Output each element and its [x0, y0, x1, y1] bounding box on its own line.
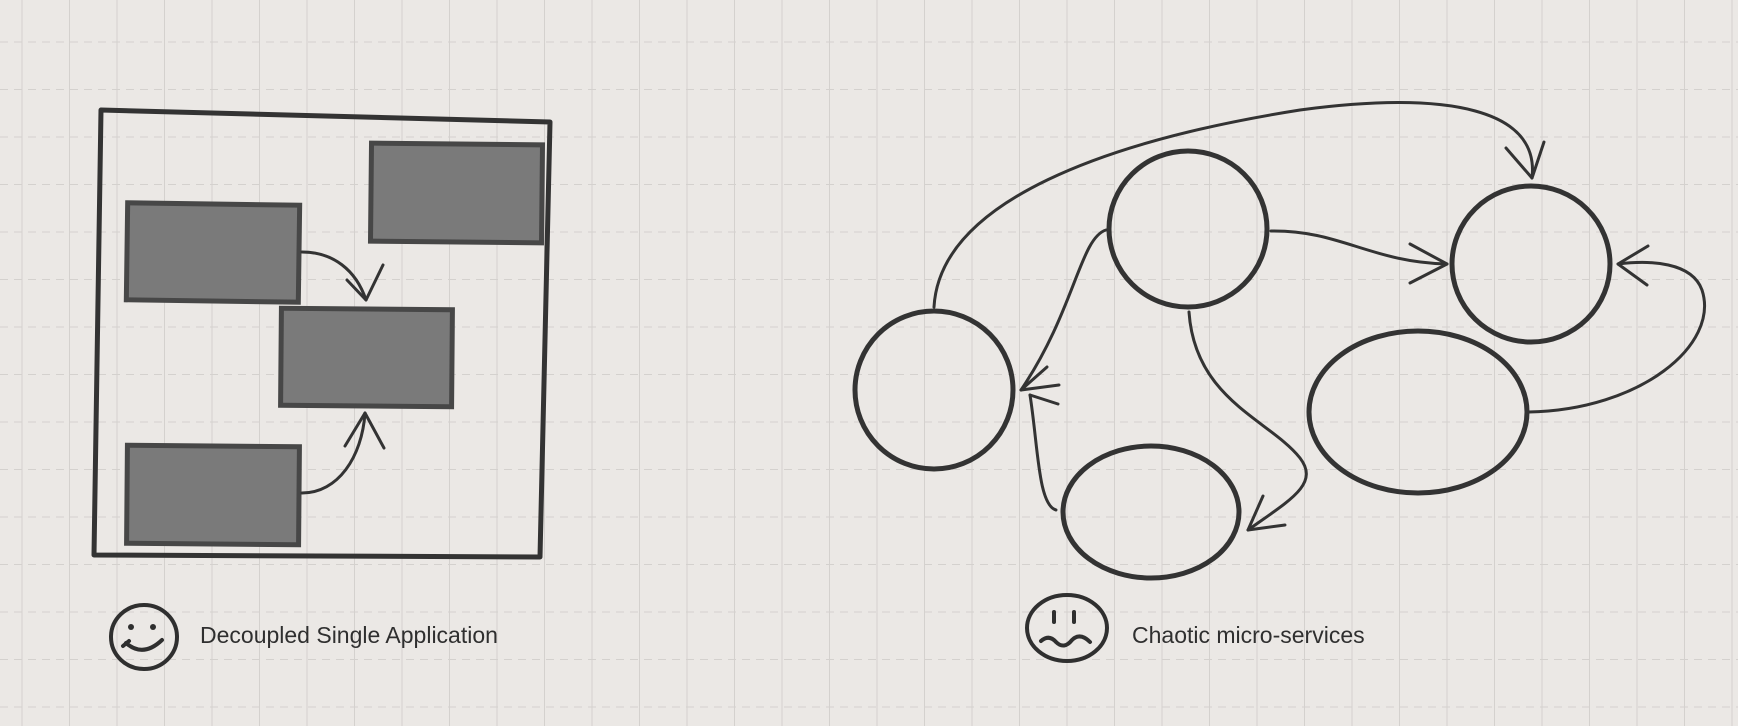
service-call-arrow [1269, 229, 1449, 285]
dependency-arrow [300, 250, 385, 302]
module-box [367, 140, 546, 246]
service-call-arrow [1028, 393, 1060, 512]
service-call-arrow [1187, 310, 1308, 532]
monolith-diagram [91, 107, 553, 560]
service-call-arrow [932, 101, 1546, 309]
microservices-diagram [852, 101, 1706, 581]
module-box [123, 200, 303, 305]
service-call-arrow [1019, 228, 1108, 392]
happy-face-icon [109, 603, 179, 671]
service-node [1060, 443, 1242, 581]
service-call-arrow [1527, 244, 1706, 414]
caption-decoupled-single-application: Decoupled Single Application [200, 622, 498, 648]
worried-face-icon [1025, 593, 1109, 663]
service-node [1449, 183, 1613, 345]
caption-chaotic-micro-services: Chaotic micro-services [1132, 622, 1365, 648]
module-box [124, 442, 302, 548]
service-node [1306, 328, 1530, 496]
module-box [278, 305, 455, 410]
service-node [1106, 148, 1270, 310]
dependency-arrow [300, 411, 386, 495]
service-node [852, 308, 1016, 472]
application-boundary [91, 107, 553, 560]
